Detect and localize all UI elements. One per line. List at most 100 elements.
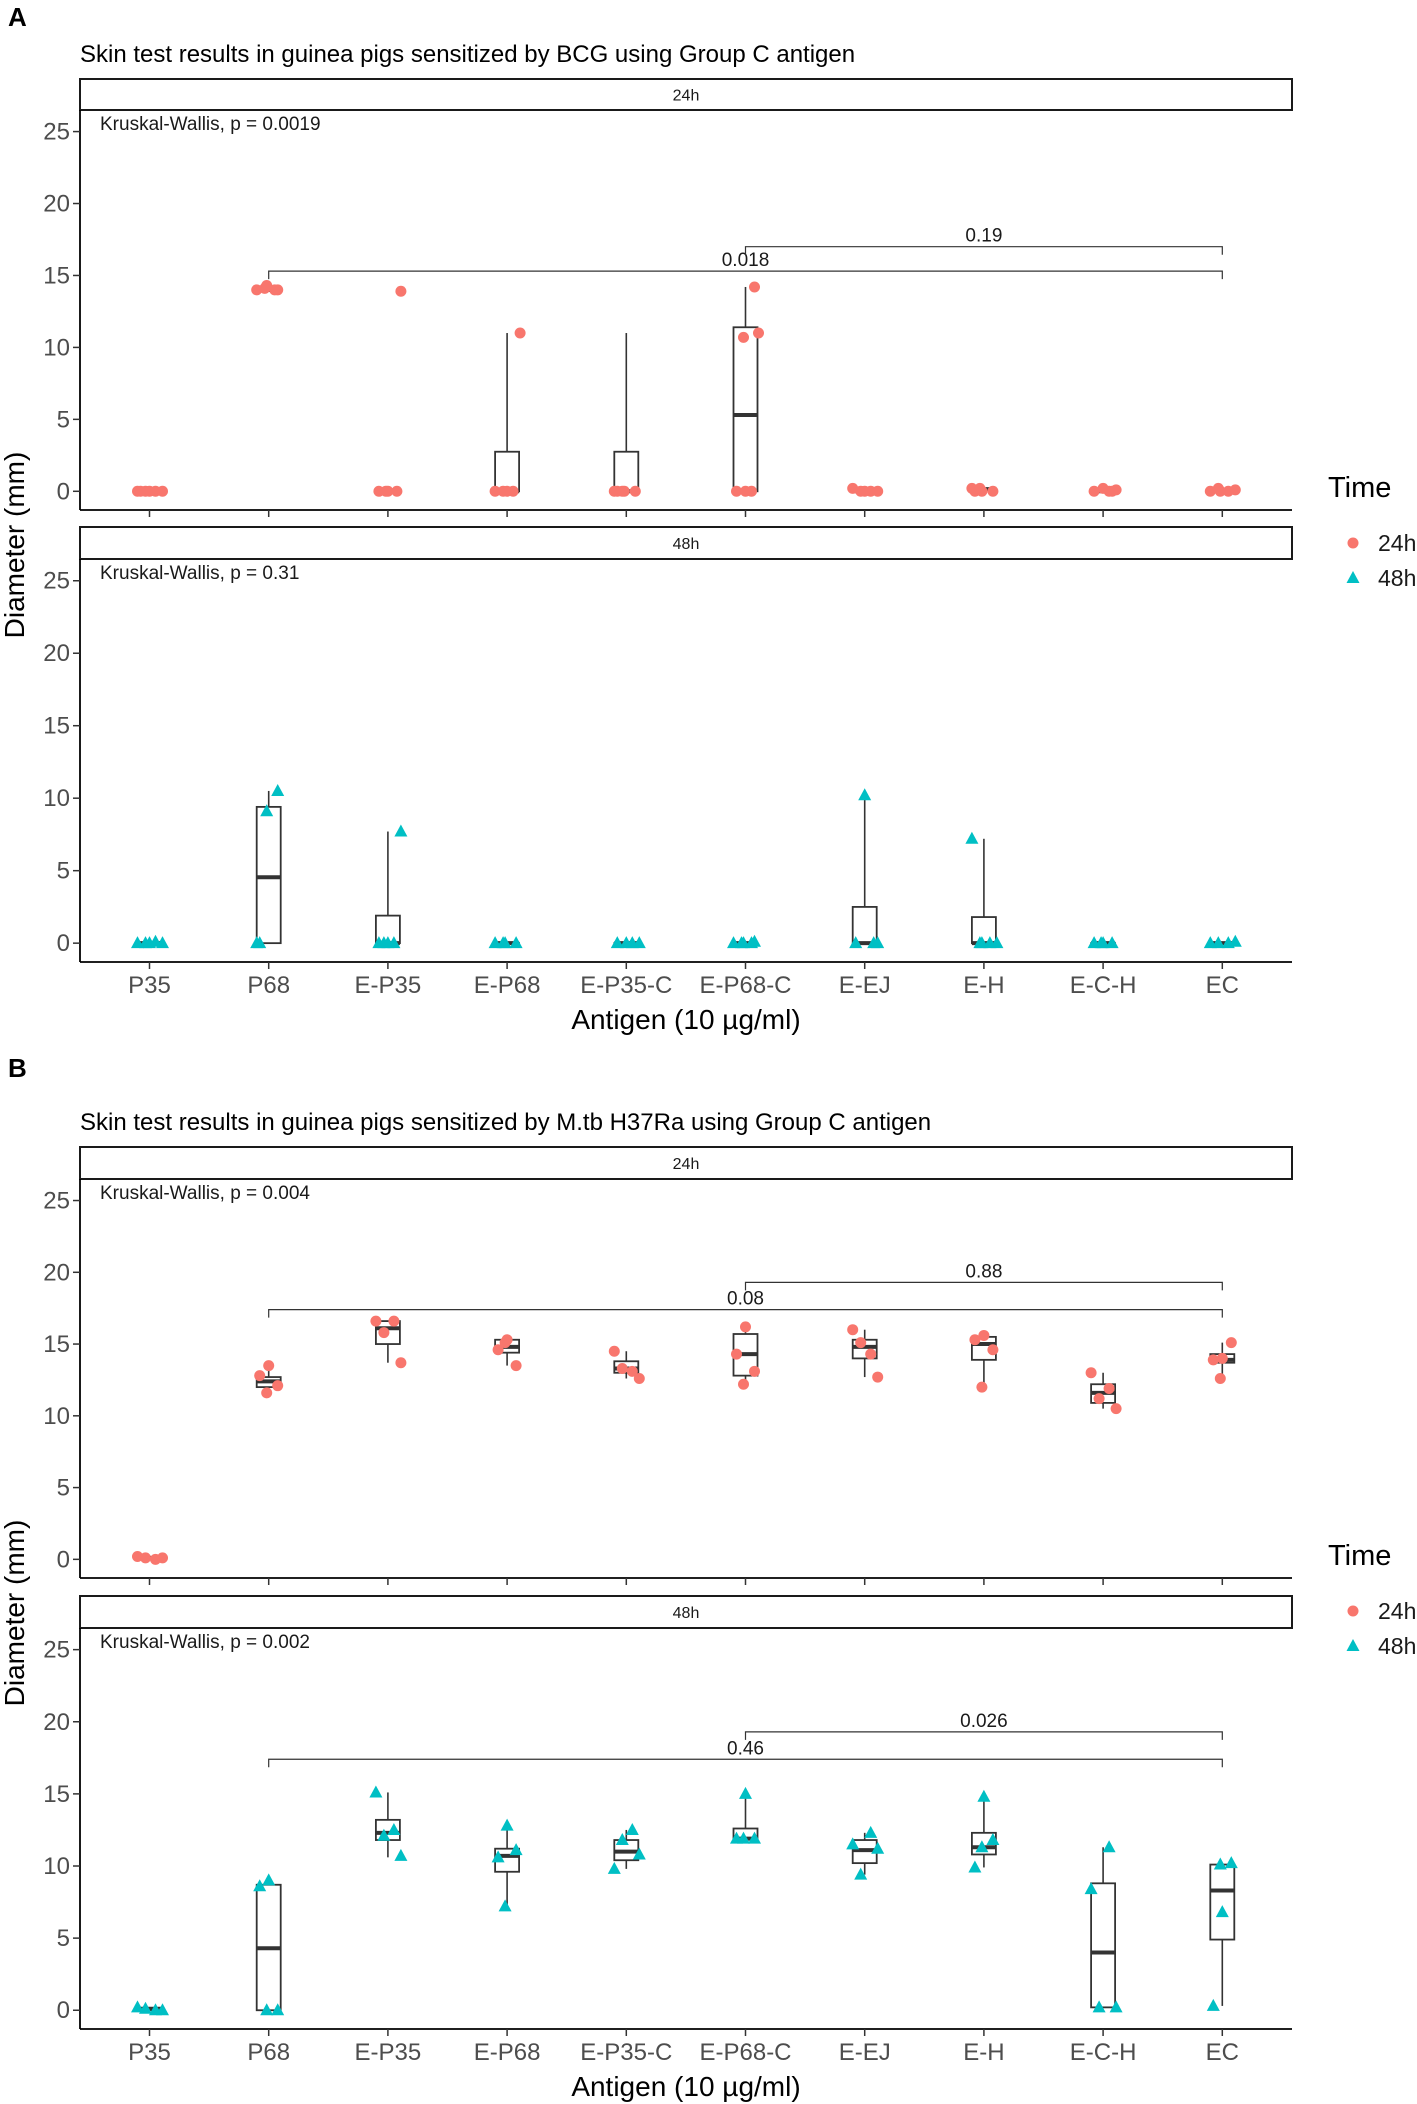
data-point-24h [633,1373,645,1384]
data-point-48h [131,2000,144,2013]
y-tick-label: 20 [43,1709,70,1736]
y-tick-label: 25 [43,119,70,146]
data-point-48h [745,936,758,949]
box-E-P35-C [613,1829,640,1869]
bracket-line [268,270,1223,280]
data-point-48h [139,2001,152,2014]
y-tick-label: 15 [43,1781,70,1808]
data-point-24h [499,1337,511,1349]
bracket-p-value: 0.018 [722,250,770,271]
data-point-24h [501,485,513,497]
data-point-24h [1207,1354,1219,1366]
data-point-24h [731,485,742,497]
data-point-48h [607,1861,621,1874]
box-iqr [732,326,759,493]
data-point-24h [738,1378,749,1390]
bracket-p-value: 0.026 [960,1711,1008,1732]
chart-title: Skin test results in guinea pigs sensiti… [80,1109,931,1136]
chart-title: Skin test results in guinea pigs sensiti… [80,41,855,68]
data-point-48h [977,1789,991,1802]
data-point-48h [849,936,863,949]
data-point-48h [1213,1857,1227,1870]
bracket-p-value: 0.08 [727,1289,764,1310]
y-tick-label: 25 [43,1637,70,1664]
data-point-24h [1229,484,1241,496]
data-point-24h [1103,1383,1115,1395]
data-point-48h [973,936,987,949]
data-point-24h [1085,1367,1097,1379]
data-point-48h [394,824,408,837]
panel-label: A [8,2,27,32]
data-point-24h [1216,1352,1228,1364]
data-point-48h [1102,1840,1116,1853]
data-point-48h [739,1786,752,1799]
data-point-48h [394,1848,408,1861]
y-tick-label: 20 [43,640,70,667]
y-tick-label: 10 [43,1853,70,1880]
data-point-24h [978,1329,990,1341]
data-point-24h [855,1337,867,1349]
legend-label-48h: 48h [1378,565,1416,591]
data-point-24h [380,485,392,497]
legend-key-48h [1346,571,1360,583]
bracket-line [268,1309,1223,1318]
data-point-48h [858,788,872,801]
data-point-24h [263,1360,275,1372]
facet-strip-label: 48h [673,536,700,553]
box-iqr [1090,1882,1116,2009]
data-point-48h [253,1879,267,1892]
facet-strip-label: 48h [673,1605,700,1622]
legend-label-24h: 24h [1378,530,1416,556]
data-point-48h [1084,1882,1098,1895]
data-point-48h [262,1873,276,1886]
comparison-bracket: 0.026 [744,1711,1223,1740]
x-tick-label: E-P68 [474,2039,541,2066]
data-point-24h [969,1334,981,1346]
y-tick-label: 20 [43,1259,70,1286]
data-point-24h [395,1357,407,1369]
data-point-48h [619,936,633,949]
x-axis-title: Antigen (10 µg/ml) [571,2071,800,2102]
data-point-24h [259,282,271,294]
y-tick-label: 10 [43,785,70,812]
data-point-24h [629,485,641,497]
comparison-bracket: 0.018 [268,250,1223,280]
data-point-24h [974,482,986,494]
bracket-p-value: 0.46 [727,1738,764,1759]
data-point-24h [489,485,501,497]
data-point-24h [157,1552,168,1564]
legend-title: Time [1328,1540,1391,1572]
data-point-24h [378,1327,390,1339]
data-point-24h [1088,485,1100,497]
kruskal-wallis-label: Kruskal-Wallis, p = 0.004 [100,1183,310,1204]
legend: Time 24h 48h [1328,472,1416,591]
comparison-bracket: 0.19 [744,226,1223,255]
facet-48h: 48h 0 5 10 15 20 25 Kruskal-Wallis, p = 0.31 [43,526,1293,969]
data-point-24h [272,1380,284,1392]
data-point-48h [748,1831,761,1844]
y-tick-label: 0 [57,1546,70,1573]
x-tick-label: E-P35-C [580,2039,672,2066]
data-point-48h [867,936,881,949]
data-point-48h [509,1843,523,1856]
data-point-48h [1211,936,1225,949]
data-point-48h [990,936,1004,949]
data-point-24h [749,281,760,293]
x-tick-label: E-P35 [355,2039,422,2066]
box-E-C-H [1090,1847,1116,2009]
y-tick-label: 0 [57,1997,70,2024]
data-point-48h [496,936,510,949]
x-tick-label: P35 [128,972,171,999]
facet-strip [79,1595,1293,1629]
data-point-48h [271,2003,285,2016]
y-tick-label: 15 [43,713,70,740]
facet-24h: 24h 0 5 10 15 20 25 Kruskal-Wallis, p = 0.004 0.… [43,1146,1293,1585]
data-point-24h [740,485,751,497]
data-point-48h [610,936,624,949]
x-tick-label: E-C-H [1070,972,1137,999]
panel-a: A Skin test results in guinea pigs sensit… [0,2,1416,1035]
legend: Time 24h 48h [1328,1540,1416,1659]
box-E-P35 [374,831,401,946]
box-E-C-H [1090,1372,1116,1409]
comparison-bracket: 0.08 [268,1289,1223,1318]
